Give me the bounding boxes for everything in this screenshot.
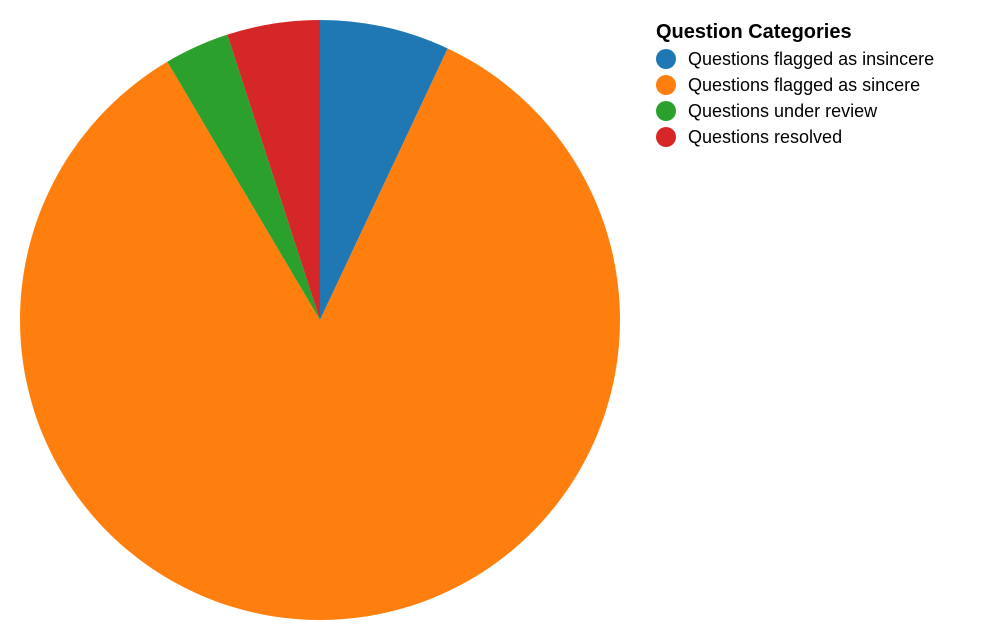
legend-swatch-resolved [656, 127, 676, 147]
pie-slice-resolved [227, 20, 320, 320]
legend-item-sincere: Questions flagged as sincere [656, 72, 934, 98]
pie-slice-insincere [320, 20, 448, 320]
legend-item-insincere: Questions flagged as insincere [656, 46, 934, 72]
pie-chart [20, 20, 621, 621]
legend: Question Categories Questions flagged as… [656, 20, 934, 150]
legend-swatch-insincere [656, 49, 676, 69]
pie-slice-under-review [167, 34, 320, 320]
legend-swatch-under-review [656, 101, 676, 121]
legend-label-resolved: Questions resolved [688, 126, 843, 147]
legend-swatch-sincere [656, 75, 676, 95]
legend-label-insincere: Questions flagged as insincere [688, 48, 935, 69]
legend-label-under-review: Questions under review [688, 100, 878, 121]
legend-title: Question Categories [656, 21, 852, 43]
pie-slice-sincere [20, 48, 621, 621]
legend-item-under-review: Questions under review [656, 98, 934, 124]
legend-label-sincere: Questions flagged as sincere [688, 74, 921, 95]
legend-item-resolved: Questions resolved [656, 124, 934, 150]
